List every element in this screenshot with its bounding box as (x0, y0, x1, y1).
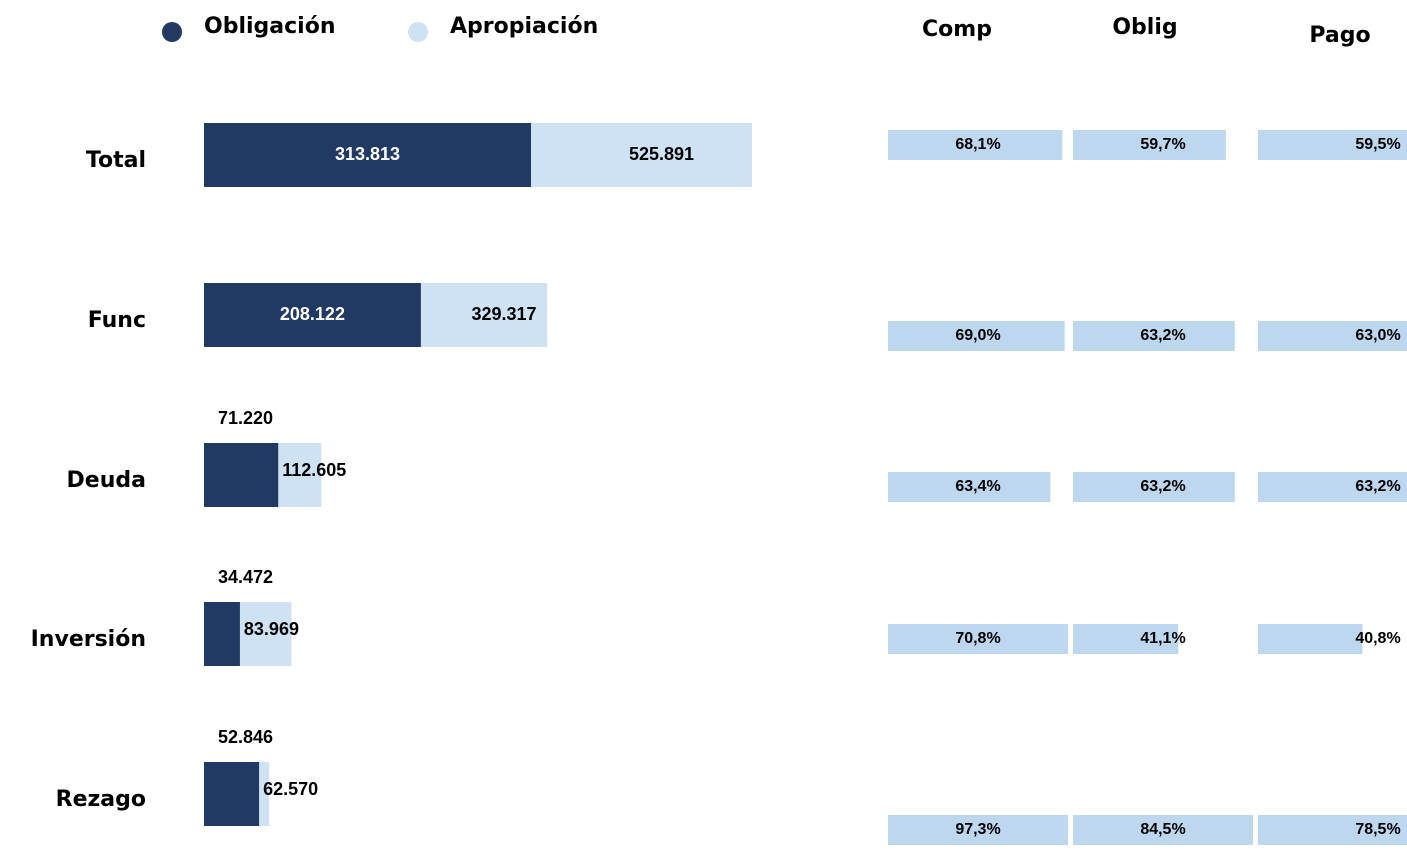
cell-value: 63,2% (1140, 327, 1185, 344)
data-bar (1073, 472, 1235, 502)
value-label: 112.605 (282, 460, 346, 480)
value-label: 52.846 (218, 727, 273, 747)
cell-value: 63,0% (1355, 327, 1400, 344)
data-bar (1258, 321, 1407, 351)
legend-label: Apropiación (450, 14, 598, 39)
category-label: Rezago (56, 787, 146, 812)
value-label: 71.220 (218, 408, 273, 428)
cell-value: 70,8% (955, 630, 1000, 647)
data-bar (888, 130, 1063, 160)
column-header: Oblig (1112, 15, 1177, 40)
data-bar (1258, 472, 1407, 502)
data-bar (1073, 321, 1235, 351)
data-bar (1073, 815, 1253, 845)
value-label: 83.969 (244, 619, 299, 639)
cell-value: 59,7% (1140, 136, 1185, 153)
data-bar (1073, 624, 1179, 654)
bar-obligacion (204, 283, 421, 347)
data-bar (1258, 130, 1407, 160)
legend-marker (162, 22, 182, 42)
cell-value: 41,1% (1140, 630, 1185, 647)
bar-obligacion (204, 762, 260, 826)
cell-value: 63,4% (955, 478, 1000, 495)
value-label: 525.891 (629, 144, 694, 164)
category-label: Func (88, 308, 146, 333)
data-bar (1073, 130, 1226, 160)
legend-label: Obligación (204, 14, 335, 39)
value-label: 62.570 (263, 779, 318, 799)
value-label: 313.813 (335, 144, 400, 164)
data-bar (888, 624, 1068, 654)
data-bar (888, 472, 1051, 502)
legend-marker (408, 22, 428, 42)
cell-value: 69,0% (955, 327, 1000, 344)
cell-value: 63,2% (1140, 478, 1185, 495)
cell-value: 97,3% (955, 821, 1000, 838)
category-label: Total (86, 148, 146, 173)
column-header: Comp (922, 17, 992, 42)
data-bar (888, 815, 1068, 845)
value-label: 208.122 (280, 304, 345, 324)
cell-value: 78,5% (1355, 821, 1400, 838)
data-bar (1258, 624, 1363, 654)
value-label: 34.472 (218, 567, 273, 587)
bar-obligacion (204, 443, 279, 507)
bar-obligacion (204, 123, 532, 187)
bar-obligacion (204, 602, 240, 666)
cell-value: 68,1% (955, 136, 1000, 153)
category-label: Inversión (31, 627, 146, 652)
category-label: Deuda (67, 468, 146, 493)
cell-value: 63,2% (1355, 478, 1400, 495)
column-header: Pago (1309, 23, 1370, 48)
value-label: 329.317 (471, 304, 536, 324)
data-bar (888, 321, 1065, 351)
cell-value: 84,5% (1140, 821, 1185, 838)
data-bar (1258, 815, 1407, 845)
cell-value: 59,5% (1355, 136, 1400, 153)
cell-value: 40,8% (1355, 630, 1400, 647)
